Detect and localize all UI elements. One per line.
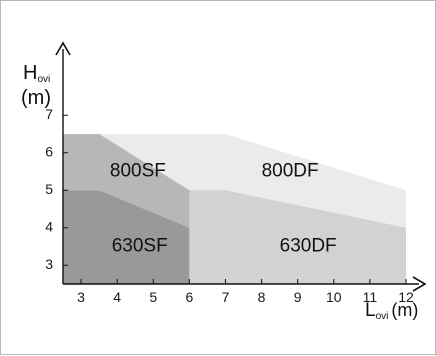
y-tick-label: 4	[45, 218, 53, 234]
y-axis-title-sub: ovi	[37, 74, 50, 85]
regions-layer	[63, 134, 407, 284]
y-axis-unit: (m)	[21, 87, 51, 109]
region-630sf	[63, 190, 190, 284]
y-tick-label: 6	[45, 143, 53, 159]
x-tick-label: 10	[326, 289, 342, 305]
x-tick-label: 6	[185, 289, 193, 305]
x-axis-title: Lovi (m)	[365, 300, 418, 322]
x-axis-title-main: L	[365, 300, 376, 321]
ticks-layer: 3 4 5 6 7 8 9 10 11 12 3 4 5 6 7	[45, 106, 414, 305]
x-tick-label: 9	[294, 289, 302, 305]
y-tick-label: 7	[45, 106, 53, 122]
y-axis-arrow-icon	[55, 41, 71, 56]
x-tick-label: 8	[258, 289, 266, 305]
region-label-800sf: 800SF	[110, 161, 166, 182]
x-tick-label: 3	[77, 289, 85, 305]
region-label-630sf: 630SF	[112, 236, 168, 257]
y-axis-title-main: H	[23, 62, 37, 84]
y-tick-label: 5	[45, 181, 53, 197]
y-tick-label: 3	[45, 256, 53, 272]
x-tick-label: 11	[363, 289, 378, 305]
y-axis-title: Hovi	[23, 62, 50, 85]
x-axis-title-unit: (m)	[391, 300, 418, 320]
region-label-800df: 800DF	[262, 161, 319, 182]
region-800sf	[63, 134, 190, 228]
x-tick-label: 4	[113, 289, 121, 305]
x-axis-arrow-icon	[412, 276, 427, 292]
x-tick-label: 12	[398, 289, 414, 305]
labels-layer: 800DF 630DF 800SF 630SF	[110, 161, 337, 257]
region-800df	[99, 134, 407, 228]
x-tick-label: 5	[149, 289, 157, 305]
region-label-630df: 630DF	[280, 236, 337, 257]
axes-layer	[55, 41, 427, 292]
x-axis-title-sub: ovi	[376, 311, 389, 322]
region-630df	[189, 190, 406, 284]
x-tick-label: 7	[222, 289, 230, 305]
